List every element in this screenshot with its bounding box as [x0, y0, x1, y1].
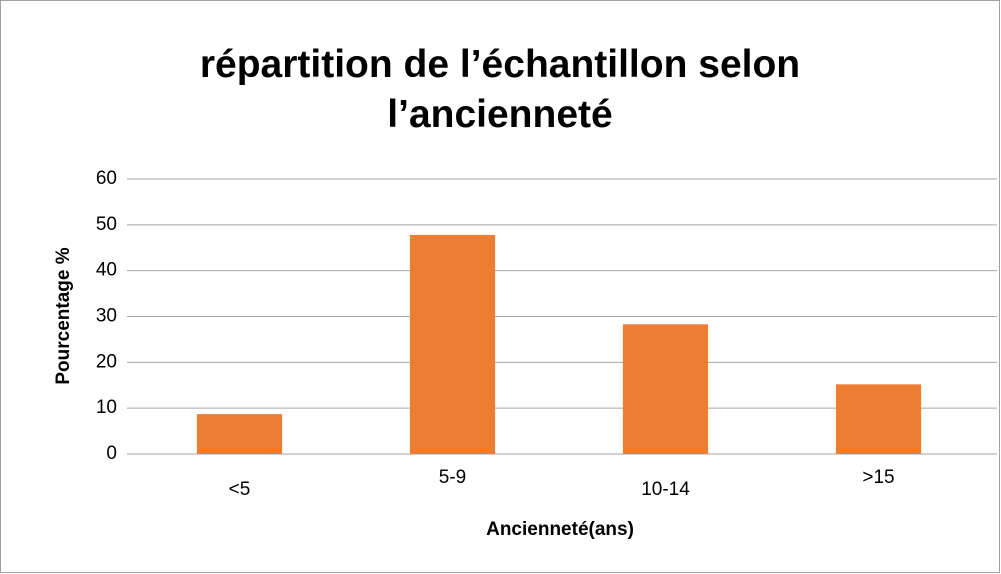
- y-tick-label: 40: [96, 260, 117, 281]
- y-axis-label: Pourcentage %: [53, 247, 74, 384]
- y-tick-label: 20: [96, 351, 117, 372]
- bar: [409, 234, 496, 454]
- y-tick-label: 60: [96, 168, 117, 189]
- bar: [835, 384, 922, 454]
- x-tick-label: <5: [229, 479, 251, 500]
- x-tick-label: 10-14: [641, 479, 690, 500]
- chart-title: répartition de l’échantillon selon l’anc…: [199, 43, 801, 136]
- x-tick-label: >15: [862, 467, 894, 488]
- x-tick-label: 5-9: [439, 467, 466, 488]
- bar: [196, 414, 283, 454]
- y-tick-label: 0: [106, 443, 117, 464]
- y-tick-label: 30: [96, 306, 117, 327]
- y-tick-label: 50: [96, 214, 117, 235]
- x-axis-label: Ancienneté(ans): [486, 519, 634, 540]
- y-tick-label: 10: [96, 397, 117, 418]
- bar: [622, 324, 709, 454]
